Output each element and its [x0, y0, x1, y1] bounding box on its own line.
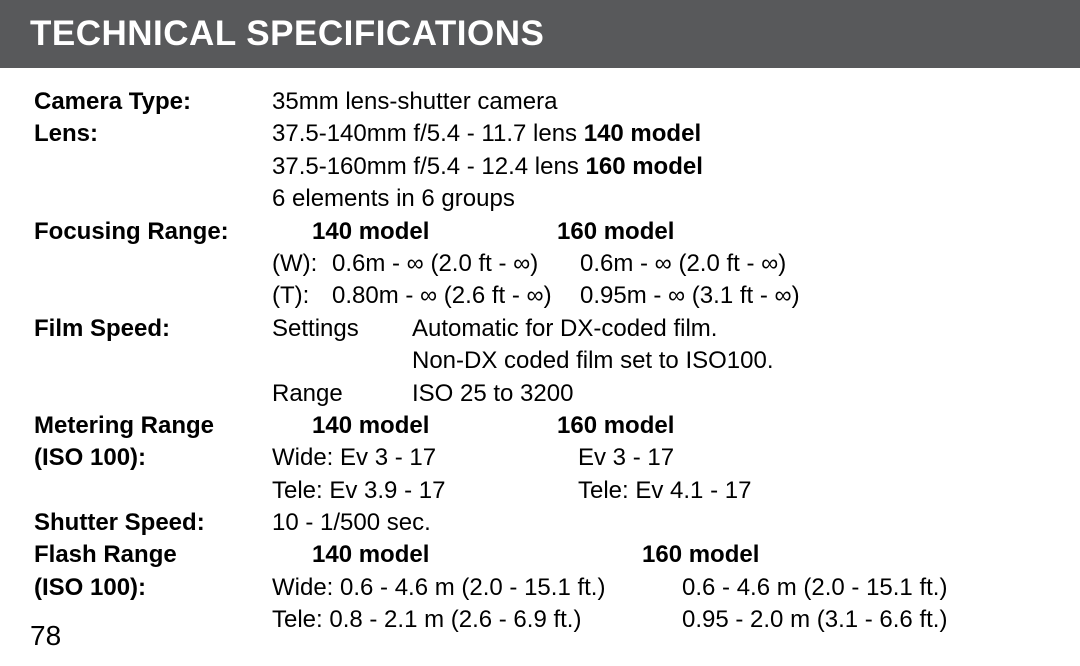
- lens-140-model: 140 model: [584, 120, 701, 147]
- page-number: 78: [30, 620, 61, 652]
- lens-row-3: 6 elements in 6 groups: [34, 183, 1046, 215]
- lens-row-2: 37.5-160mm f/5.4 - 12.4 lens 160 model: [34, 151, 1046, 183]
- focusing-label: Focusing Range:: [34, 216, 272, 248]
- film-speed-settings-2: Non-DX coded film set to ISO100.: [412, 345, 1046, 377]
- flash-wide-140: Wide: 0.6 - 4.6 m (2.0 - 15.1 ft.): [272, 572, 682, 604]
- camera-type-value: 35mm lens-shutter camera: [272, 86, 1046, 118]
- metering-160-header: 160 model: [557, 410, 674, 442]
- focusing-header-row: Focusing Range: 140 model 160 model: [34, 216, 1046, 248]
- film-speed-range-value: ISO 25 to 3200: [412, 378, 1046, 410]
- lens-value-1: 37.5-140mm f/5.4 - 11.7 lens 140 model: [272, 118, 1046, 150]
- flash-label-2: (ISO 100):: [34, 572, 272, 604]
- flash-tele-140: Tele: 0.8 - 2.1 m (2.6 - 6.9 ft.): [272, 604, 682, 636]
- lens-160-text: 37.5-160mm f/5.4 - 12.4 lens: [272, 153, 586, 180]
- shutter-label: Shutter Speed:: [34, 507, 272, 539]
- focusing-140-header: 140 model: [312, 216, 557, 248]
- metering-label-1: Metering Range: [34, 410, 272, 442]
- film-speed-row-3: Range ISO 25 to 3200: [34, 378, 1046, 410]
- flash-wide-row: (ISO 100): Wide: 0.6 - 4.6 m (2.0 - 15.1…: [34, 572, 1046, 604]
- metering-tele-140: Tele: Ev 3.9 - 17: [272, 475, 578, 507]
- lens-row-1: Lens: 37.5-140mm f/5.4 - 11.7 lens 140 m…: [34, 118, 1046, 150]
- spec-content: Camera Type: 35mm lens-shutter camera Le…: [0, 68, 1080, 637]
- metering-tele-row: Tele: Ev 3.9 - 17 Tele: Ev 4.1 - 17: [34, 475, 1046, 507]
- flash-140-header: 140 model: [272, 539, 642, 571]
- focusing-wide-prefix: (W):: [272, 248, 332, 280]
- shutter-row: Shutter Speed: 10 - 1/500 sec.: [34, 507, 1046, 539]
- page-title: TECHNICAL SPECIFICATIONS: [30, 14, 544, 53]
- lens-140-text: 37.5-140mm f/5.4 - 11.7 lens: [272, 120, 584, 147]
- focusing-tele-140: 0.80m - ∞ (2.6 ft - ∞): [332, 280, 580, 312]
- focusing-tele-160: 0.95m - ∞ (3.1 ft - ∞): [580, 280, 800, 312]
- camera-type-label: Camera Type:: [34, 86, 272, 118]
- film-speed-row-2: Non-DX coded film set to ISO100.: [34, 345, 1046, 377]
- metering-tele-160: Tele: Ev 4.1 - 17: [578, 475, 751, 507]
- title-bar: TECHNICAL SPECIFICATIONS: [0, 0, 1080, 68]
- metering-label-2: (ISO 100):: [34, 442, 272, 474]
- lens-label: Lens:: [34, 118, 272, 150]
- flash-160-header: 160 model: [642, 539, 759, 571]
- film-speed-settings-label: Settings: [272, 313, 412, 345]
- film-speed-row-1: Film Speed: Settings Automatic for DX-co…: [34, 313, 1046, 345]
- focusing-wide-160: 0.6m - ∞ (2.0 ft - ∞): [580, 248, 786, 280]
- flash-tele-row: Tele: 0.8 - 2.1 m (2.6 - 6.9 ft.) 0.95 -…: [34, 604, 1046, 636]
- flash-tele-160: 0.95 - 2.0 m (3.1 - 6.6 ft.): [682, 604, 947, 636]
- metering-wide-160: Ev 3 - 17: [578, 442, 674, 474]
- film-speed-label: Film Speed:: [34, 313, 272, 345]
- metering-wide-140: Wide: Ev 3 - 17: [272, 442, 578, 474]
- focusing-tele-row: (T): 0.80m - ∞ (2.6 ft - ∞) 0.95m - ∞ (3…: [34, 280, 1046, 312]
- flash-wide-160: 0.6 - 4.6 m (2.0 - 15.1 ft.): [682, 572, 947, 604]
- flash-header-row: Flash Range 140 model 160 model: [34, 539, 1046, 571]
- focusing-tele-prefix: (T):: [272, 280, 332, 312]
- metering-wide-row: (ISO 100): Wide: Ev 3 - 17 Ev 3 - 17: [34, 442, 1046, 474]
- focusing-160-header: 160 model: [557, 216, 674, 248]
- focusing-wide-row: (W): 0.6m - ∞ (2.0 ft - ∞) 0.6m - ∞ (2.0…: [34, 248, 1046, 280]
- lens-value-2: 37.5-160mm f/5.4 - 12.4 lens 160 model: [272, 151, 1046, 183]
- film-speed-settings-1: Automatic for DX-coded film.: [412, 313, 1046, 345]
- lens-160-model: 160 model: [586, 153, 703, 180]
- metering-140-header: 140 model: [312, 410, 557, 442]
- focusing-wide-140: 0.6m - ∞ (2.0 ft - ∞): [332, 248, 580, 280]
- camera-type-row: Camera Type: 35mm lens-shutter camera: [34, 86, 1046, 118]
- film-speed-range-label: Range: [272, 378, 412, 410]
- flash-label-1: Flash Range: [34, 539, 272, 571]
- metering-header-row: Metering Range 140 model 160 model: [34, 410, 1046, 442]
- shutter-value: 10 - 1/500 sec.: [272, 507, 1046, 539]
- lens-elements: 6 elements in 6 groups: [272, 183, 1046, 215]
